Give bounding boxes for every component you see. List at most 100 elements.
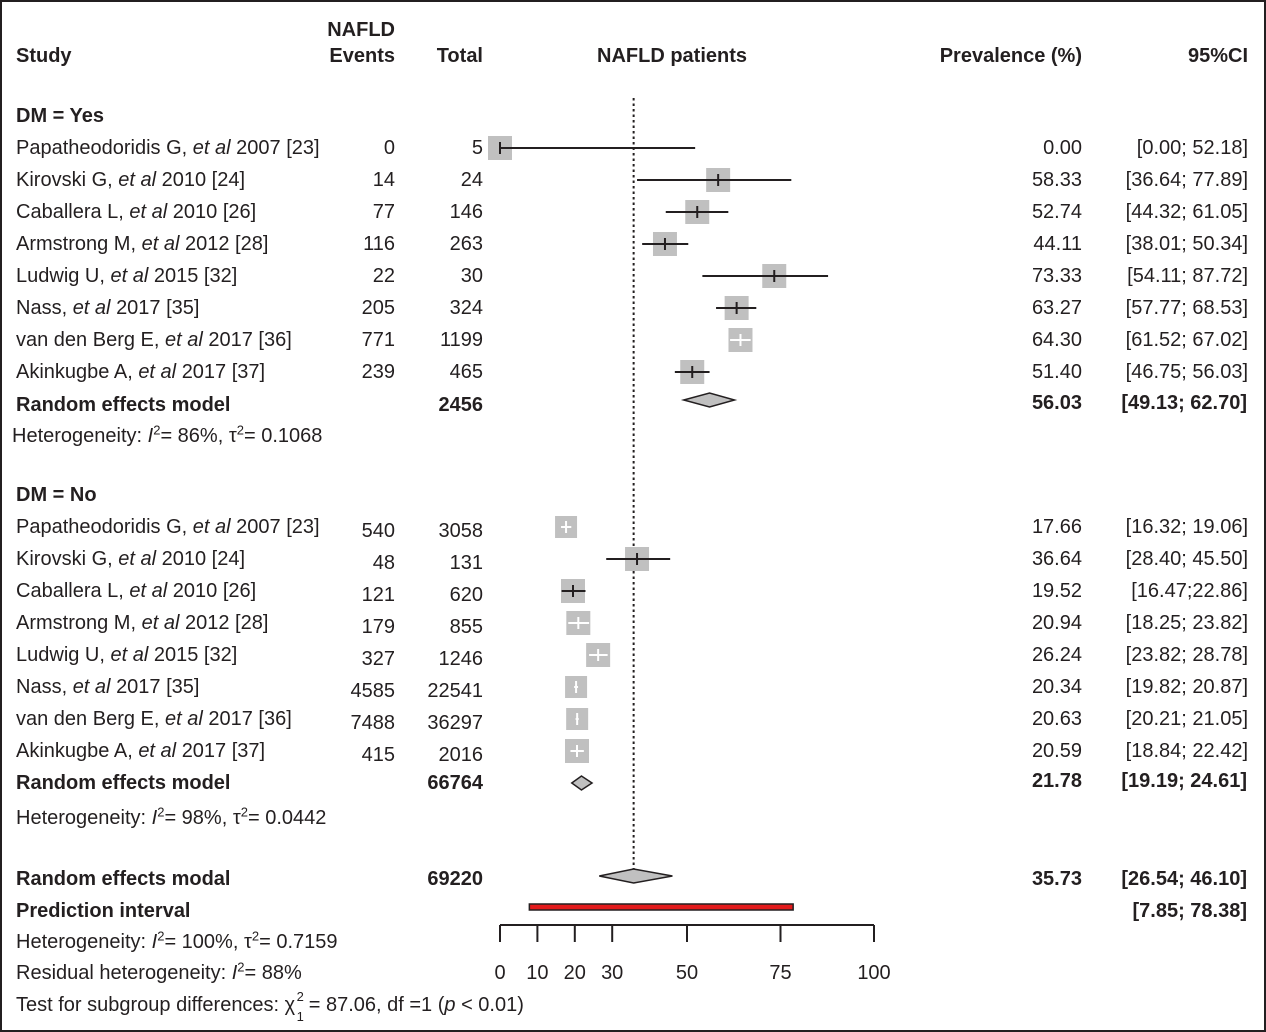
study-author: Ludwig U, bbox=[16, 265, 105, 287]
study-total: 131 bbox=[449, 552, 483, 574]
study-year-ref: 2017 [35] bbox=[116, 676, 200, 698]
header-prevalence: Prevalence (%) bbox=[939, 45, 1082, 67]
study-author: Papatheodoridis G, bbox=[16, 137, 188, 159]
study-events: 77 bbox=[372, 201, 395, 223]
overall-model-label: Random effects modal bbox=[16, 868, 231, 890]
study-events: 48 bbox=[372, 552, 395, 574]
study-label: Kirovski G, et al 2010 [24] bbox=[16, 549, 245, 569]
prediction-interval-ci: [7.85; 78.38] bbox=[1132, 900, 1247, 922]
overall-model-ci: [26.54; 46.10] bbox=[1121, 868, 1247, 890]
overall-pooled-diamond bbox=[599, 868, 673, 884]
study-year-ref: 2010 [24] bbox=[161, 169, 246, 191]
study-label: Armstrong M, et al 2012 [28] bbox=[16, 234, 268, 254]
study-total: 22541 bbox=[427, 680, 483, 702]
subgroup-model-prevalence: 21.78 bbox=[1031, 770, 1082, 792]
i2-value: = 98%, bbox=[164, 807, 233, 829]
study-etal: et al bbox=[72, 297, 111, 319]
study-label: van den Berg E, et al 2017 [36] bbox=[16, 330, 292, 350]
study-events: 116 bbox=[363, 233, 395, 255]
x-axis-tick-label: 10 bbox=[526, 962, 548, 984]
study-total: 1246 bbox=[438, 648, 484, 670]
study-label: Akinkugbe A, et al 2017 [37] bbox=[16, 741, 265, 761]
study-ci: [61.52; 67.02] bbox=[1125, 329, 1248, 351]
study-total: 1199 bbox=[439, 329, 483, 351]
subgroup-model-label: Random effects model bbox=[16, 772, 231, 794]
study-label: van den Berg E, et al 2017 [36] bbox=[16, 709, 292, 729]
study-ci: [44.32; 61.05] bbox=[1125, 201, 1248, 223]
study-total: 24 bbox=[460, 169, 483, 191]
chi-value: = 87.06, df =1 ( bbox=[303, 994, 445, 1016]
study-events: 0 bbox=[383, 137, 395, 159]
tau-value: = 0.7159 bbox=[259, 931, 338, 953]
header-ci: 95%CI bbox=[1187, 45, 1248, 67]
study-ci: [38.01; 50.34] bbox=[1125, 233, 1248, 255]
study-year-ref: 2010 [24] bbox=[161, 548, 246, 570]
study-ci: [16.32; 19.06] bbox=[1125, 516, 1248, 538]
study-total: 465 bbox=[449, 361, 483, 383]
residual-prefix: Residual heterogeneity: bbox=[16, 962, 232, 984]
study-label: Kirovski G, et al 2010 [24] bbox=[16, 170, 245, 190]
subgroup-heterogeneity: Heterogeneity: I2= 86%, τ2= 0.1068 bbox=[12, 422, 323, 447]
study-label: Nass, et al 2017 [35] bbox=[16, 677, 199, 697]
study-prevalence: 19.52 bbox=[1031, 580, 1082, 602]
study-author: Kirovski G, bbox=[16, 548, 113, 570]
study-ci: [16.47;22.86] bbox=[1131, 580, 1248, 602]
study-total: 3058 bbox=[438, 520, 484, 542]
residual-heterogeneity: Residual heterogeneity: I2= 88% bbox=[16, 959, 302, 984]
study-author: Nass, bbox=[16, 297, 68, 319]
x-axis-tick-label: 100 bbox=[857, 962, 890, 984]
study-events: 205 bbox=[361, 297, 395, 319]
x-axis-tick-label: 75 bbox=[769, 962, 791, 984]
study-etal: et al bbox=[110, 265, 149, 287]
study-prevalence: 20.63 bbox=[1031, 708, 1082, 730]
study-total: 263 bbox=[449, 233, 483, 255]
study-year-ref: 2012 [28] bbox=[184, 233, 269, 255]
header-plot-title: NAFLD patients bbox=[597, 45, 747, 67]
p-symbol: p bbox=[444, 994, 456, 1016]
study-ci: [54.11; 87.72] bbox=[1127, 265, 1248, 287]
header-events-line2: Events bbox=[329, 45, 395, 67]
p-value: < 0.01) bbox=[455, 994, 524, 1016]
i2-symbol: I bbox=[231, 962, 238, 984]
subgroup-model-total: 66764 bbox=[427, 772, 483, 794]
study-ci: [0.00; 52.18] bbox=[1136, 137, 1248, 159]
header-total: Total bbox=[436, 45, 483, 67]
study-total: 2016 bbox=[438, 744, 484, 766]
study-events: 121 bbox=[361, 584, 395, 606]
header-events-line1: NAFLD bbox=[327, 19, 395, 41]
study-ci: [57.77; 68.53] bbox=[1125, 297, 1248, 319]
subgroup-model-total: 2456 bbox=[438, 394, 484, 416]
study-year-ref: 2015 [32] bbox=[153, 644, 238, 666]
tau-symbol: τ bbox=[228, 425, 237, 447]
study-ci: [18.84; 22.42] bbox=[1125, 740, 1248, 762]
study-total: 5 bbox=[471, 137, 483, 159]
study-year-ref: 2017 [37] bbox=[181, 361, 266, 383]
study-ci: [19.82; 20.87] bbox=[1125, 676, 1248, 698]
overall-model-total: 69220 bbox=[427, 868, 483, 890]
study-author: Nass, bbox=[16, 676, 68, 698]
study-author: Ludwig U, bbox=[16, 644, 105, 666]
subgroup-pooled-diamond bbox=[680, 392, 738, 408]
study-author: Akinkugbe A, bbox=[16, 361, 133, 383]
study-etal: et al bbox=[118, 548, 157, 570]
prediction-interval-bar bbox=[528, 903, 794, 911]
study-label: Ludwig U, et al 2015 [32] bbox=[16, 645, 237, 665]
study-etal: et al bbox=[165, 708, 203, 730]
study-label: Papatheodoridis G, et al 2007 [23] bbox=[16, 138, 320, 158]
heterogeneity-prefix: Heterogeneity: bbox=[16, 807, 152, 829]
residual-i2-value: = 88% bbox=[244, 962, 302, 984]
study-events: 22 bbox=[372, 265, 395, 287]
study-ci: [20.21; 21.05] bbox=[1125, 708, 1248, 730]
study-prevalence: 20.59 bbox=[1031, 740, 1082, 762]
i2-value: = 86%, bbox=[160, 425, 229, 447]
overall-model-prevalence: 35.73 bbox=[1031, 868, 1082, 890]
tau-symbol: τ bbox=[243, 931, 252, 953]
subgroup-model-ci: [19.19; 24.61] bbox=[1121, 770, 1247, 792]
study-author: Armstrong M, bbox=[16, 233, 137, 255]
subgroup-model-label: Random effects model bbox=[16, 394, 231, 416]
tau-symbol: τ bbox=[232, 807, 241, 829]
study-prevalence: 63.27 bbox=[1031, 297, 1082, 319]
